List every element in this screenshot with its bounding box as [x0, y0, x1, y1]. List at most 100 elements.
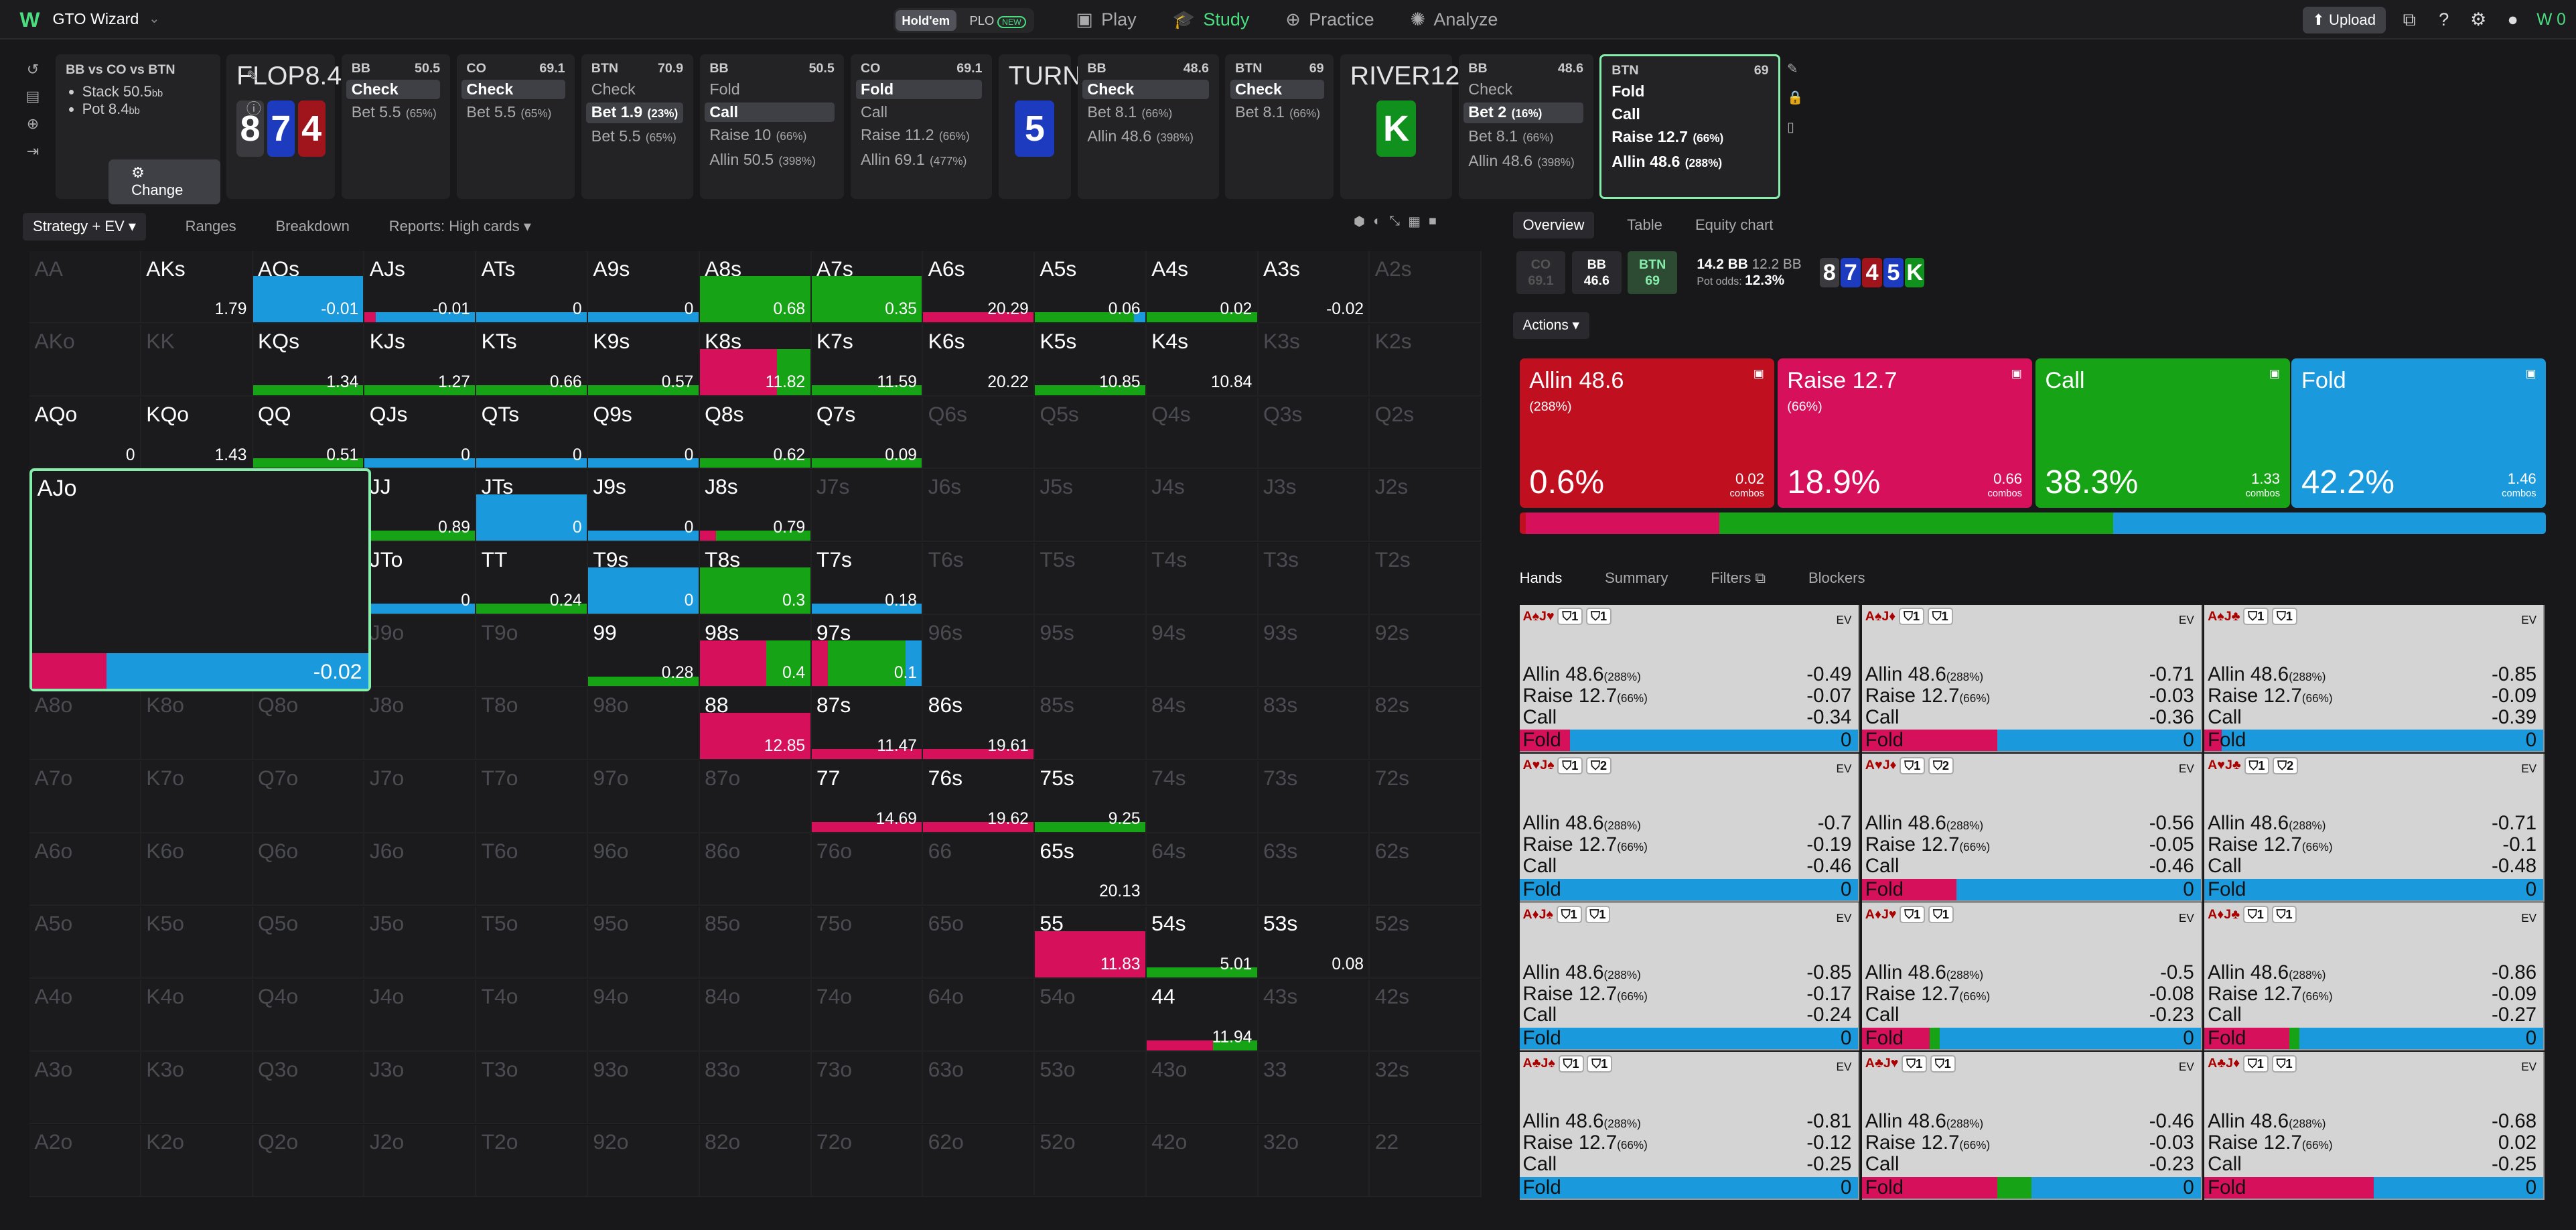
hand-cell-A9s[interactable]: A9s 0	[587, 251, 700, 324]
hand-cell-JJ[interactable]: JJ 0.89	[364, 470, 477, 543]
hand-cell-A8s[interactable]: A8s 0.68	[699, 251, 812, 324]
hand-cell-AA[interactable]: AA	[29, 251, 141, 324]
hand-cell-A4s[interactable]: A4s 0.02	[1146, 251, 1259, 324]
hand-cell-QJs[interactable]: QJs 0	[364, 397, 477, 470]
node-action[interactable]: Check	[1468, 80, 1513, 98]
node-action[interactable]: Bet 2 (16%)	[1463, 102, 1583, 124]
actions-dropdown[interactable]: Actions ▾	[1512, 312, 1589, 339]
gamepad-icon[interactable]: ⊕	[26, 115, 40, 133]
hand-cell-A3o[interactable]: A3o	[29, 1052, 141, 1125]
hand-cell-J7s[interactable]: J7s	[811, 470, 924, 543]
hand-cell-88[interactable]: 88 12.85	[699, 688, 812, 760]
hand-cell-82s[interactable]: 82s	[1370, 688, 1482, 760]
hand-cell-KQs[interactable]: KQs 1.34	[253, 324, 365, 397]
hand-cell-Q7o[interactable]: Q7o	[253, 760, 365, 833]
hand-cell-A2s[interactable]: A2s	[1370, 251, 1482, 324]
node-action[interactable]: Allin 48.6 (288%)	[1612, 152, 1723, 170]
hand-cell-63s[interactable]: 63s	[1258, 833, 1370, 906]
hand-cell-97s[interactable]: 97s 0.1	[811, 615, 924, 688]
hand-cell-65o[interactable]: 65o	[923, 906, 1035, 979]
node-river[interactable]: RIVER12.2 K	[1340, 54, 1482, 199]
hand-cell-96o[interactable]: 96o	[587, 833, 700, 906]
hand-cell-J5s[interactable]: J5s	[1035, 470, 1147, 543]
hand-combo-card[interactable]: A♥J♦ ⛉1 ⛉2 EV Allin 48.6(288%) -0.56 Raise 12.…	[1861, 753, 2202, 902]
hand-cell-AKo[interactable]: AKo	[29, 324, 141, 397]
node-action[interactable]: Allin 48.6 (398%)	[1087, 127, 1194, 145]
node-btn[interactable]: BTN 69 Fold Call Raise 12.7 (66%) Allin 48.6 (2…	[1599, 54, 1781, 199]
hand-cell-J2s[interactable]: J2s	[1370, 470, 1482, 543]
hand-cell-32s[interactable]: 32s	[1370, 1052, 1482, 1125]
hand-cell-54o[interactable]: 54o	[1035, 979, 1147, 1052]
node-action[interactable]: Check	[461, 79, 565, 100]
hand-cell-92s[interactable]: 92s	[1370, 615, 1482, 688]
hand-cell-K7o[interactable]: K7o	[141, 760, 253, 833]
hand-cell-Q6o[interactable]: Q6o	[253, 833, 365, 906]
hand-combo-card[interactable]: A♠J♣ ⛉1 ⛉1 EV Allin 48.6(288%) -0.85 Raise 12.…	[2204, 604, 2545, 753]
hand-cell-Q8s[interactable]: Q8s 0.62	[699, 397, 812, 470]
hand-cell-K8o[interactable]: K8o	[141, 688, 253, 760]
app-name[interactable]: GTO Wizard	[52, 9, 139, 27]
hand-cell-T5s[interactable]: T5s	[1035, 542, 1147, 615]
hand-cell-T8o[interactable]: T8o	[476, 688, 588, 760]
hand-cell-83s[interactable]: 83s	[1258, 688, 1370, 760]
hand-cell-K5s[interactable]: K5s 10.85	[1035, 324, 1147, 397]
hand-cell-J9s[interactable]: J9s 0	[587, 470, 700, 543]
hand-cell-54s[interactable]: 54s 5.01	[1146, 906, 1259, 979]
hand-combo-card[interactable]: A♦J♣ ⛉1 ⛉1 EV Allin 48.6(288%) -0.86 Raise 12.…	[2204, 902, 2545, 1051]
hand-cell-75o[interactable]: 75o	[811, 906, 924, 979]
node-action[interactable]: Check	[1082, 79, 1209, 100]
hand-cell-K5o[interactable]: K5o	[141, 906, 253, 979]
hand-cell-Q4s[interactable]: Q4s	[1146, 397, 1259, 470]
hand-cell-66[interactable]: 66	[923, 833, 1035, 906]
contrast-icon[interactable]: ◐	[1373, 213, 1382, 228]
hand-cell-65s[interactable]: 65s 20.13	[1035, 833, 1147, 906]
hand-cell-A4o[interactable]: A4o	[29, 979, 141, 1052]
change-button[interactable]: ⚙ Change	[108, 159, 220, 204]
hand-cell-99[interactable]: 99 0.28	[587, 615, 700, 688]
nav-play[interactable]: ▣ Play	[1076, 9, 1137, 29]
hand-cell-A6o[interactable]: A6o	[29, 833, 141, 906]
hand-cell-44[interactable]: 44 11.94	[1146, 979, 1259, 1052]
gear-icon[interactable]: ⚙	[2470, 9, 2487, 30]
hand-cell-T4s[interactable]: T4s	[1146, 542, 1259, 615]
hand-cell-43s[interactable]: 43s	[1258, 979, 1370, 1052]
coins-badge[interactable]: W 0	[2536, 11, 2566, 29]
hand-combo-card[interactable]: A♣J♠ ⛉1 ⛉1 EV Allin 48.6(288%) -0.81 Raise 12.…	[1519, 1051, 1860, 1200]
hand-cell-64s[interactable]: 64s	[1146, 833, 1259, 906]
hand-cell-74o[interactable]: 74o	[811, 979, 924, 1052]
node-action[interactable]: Allin 69.1 (477%)	[860, 150, 967, 168]
hand-cell-74s[interactable]: 74s	[1146, 760, 1259, 833]
node-action[interactable]: Fold	[855, 79, 983, 100]
node-action[interactable]: Bet 5.5 (65%)	[591, 127, 676, 145]
hand-cell-85o[interactable]: 85o	[699, 906, 812, 979]
tab-filters[interactable]: Filters ⧉	[1711, 569, 1766, 587]
hand-cell-86s[interactable]: 86s 19.61	[923, 688, 1035, 760]
hand-cell-K3o[interactable]: K3o	[141, 1052, 253, 1125]
tab-summary[interactable]: Summary	[1605, 569, 1668, 587]
logo-icon[interactable]: W	[19, 7, 40, 32]
hand-cell-A6s[interactable]: A6s 20.29	[923, 251, 1035, 324]
hand-cell-98s[interactable]: 98s 0.4	[699, 615, 812, 688]
hand-cell-J2o[interactable]: J2o	[364, 1124, 477, 1197]
hand-cell-KQo[interactable]: KQo 1.43	[141, 397, 253, 470]
expand-icon[interactable]: ▣	[2269, 366, 2281, 380]
hand-cell-K6o[interactable]: K6o	[141, 833, 253, 906]
node-action[interactable]: Raise 10 (66%)	[709, 126, 807, 144]
info-icon[interactable]: ⓘ	[246, 100, 261, 117]
hand-cell-QQ[interactable]: QQ 0.51	[253, 397, 365, 470]
hand-combo-card[interactable]: A♥J♠ ⛉1 ⛉2 EV Allin 48.6(288%) -0.7 Raise 12.7…	[1519, 753, 1860, 902]
pencil-icon[interactable]: ✎	[246, 67, 259, 84]
node-action[interactable]: Allin 50.5 (398%)	[709, 150, 816, 168]
tab-table[interactable]: Table	[1627, 216, 1662, 233]
hand-cell-42o[interactable]: 42o	[1146, 1124, 1259, 1197]
scan-icon[interactable]: ⧉	[2403, 9, 2416, 30]
hand-cell-J5o[interactable]: J5o	[364, 906, 477, 979]
hand-combo-card[interactable]: A♥J♣ ⛉1 ⛉2 EV Allin 48.6(288%) -0.71 Raise 12.…	[2204, 753, 2545, 902]
hand-cell-T7s[interactable]: T7s 0.18	[811, 542, 924, 615]
action-box-0[interactable]: Allin 48.6 (288%) ▣ 0.6% 0.02 combos	[1519, 358, 1774, 508]
node-co[interactable]: CO 69.1 Fold Call Raise 11.2 (66%) Allin 69.1(…	[851, 54, 993, 199]
hand-cell-A8o[interactable]: A8o	[29, 688, 141, 760]
hand-cell-JTs[interactable]: JTs 0	[476, 470, 588, 543]
hand-cell-92o[interactable]: 92o	[587, 1124, 700, 1197]
hand-cell-A5o[interactable]: A5o	[29, 906, 141, 979]
